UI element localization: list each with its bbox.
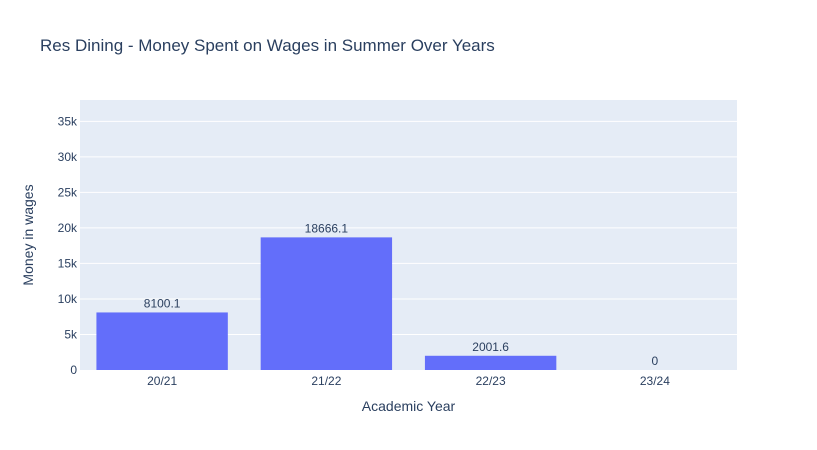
y-tick-label: 35k [58, 114, 78, 128]
bar-value-label: 8100.1 [144, 296, 181, 310]
bar [424, 355, 557, 370]
bar-value-label: 18666.1 [305, 221, 349, 235]
y-tick-label: 5k [64, 327, 78, 341]
bar [260, 237, 393, 370]
bar [96, 312, 228, 370]
x-tick-label: 23/24 [640, 374, 670, 388]
x-tick-label: 22/23 [476, 374, 506, 388]
y-tick-label: 15k [58, 256, 78, 270]
x-tick-label: 21/22 [311, 374, 341, 388]
data-labels: 8100.1 18666.1 2001.6 0 [144, 221, 659, 368]
y-tick-label: 30k [58, 150, 78, 164]
x-axis-ticks: 20/21 21/22 22/23 23/24 [147, 374, 670, 388]
y-tick-label: 10k [58, 292, 78, 306]
y-tick-label: 0 [70, 363, 77, 377]
chart-title: Res Dining - Money Spent on Wages in Sum… [40, 36, 495, 55]
bar-value-label: 2001.6 [472, 340, 509, 354]
y-axis-ticks: 0 5k 10k 15k 20k 25k 30k 35k [58, 114, 78, 377]
y-tick-label: 20k [58, 221, 78, 235]
x-tick-label: 20/21 [147, 374, 177, 388]
x-axis-title: Academic Year [362, 398, 456, 414]
y-tick-label: 25k [58, 185, 78, 199]
bar-value-label: 0 [652, 354, 659, 368]
y-axis-title: Money in wages [20, 184, 36, 285]
bars [96, 237, 557, 370]
